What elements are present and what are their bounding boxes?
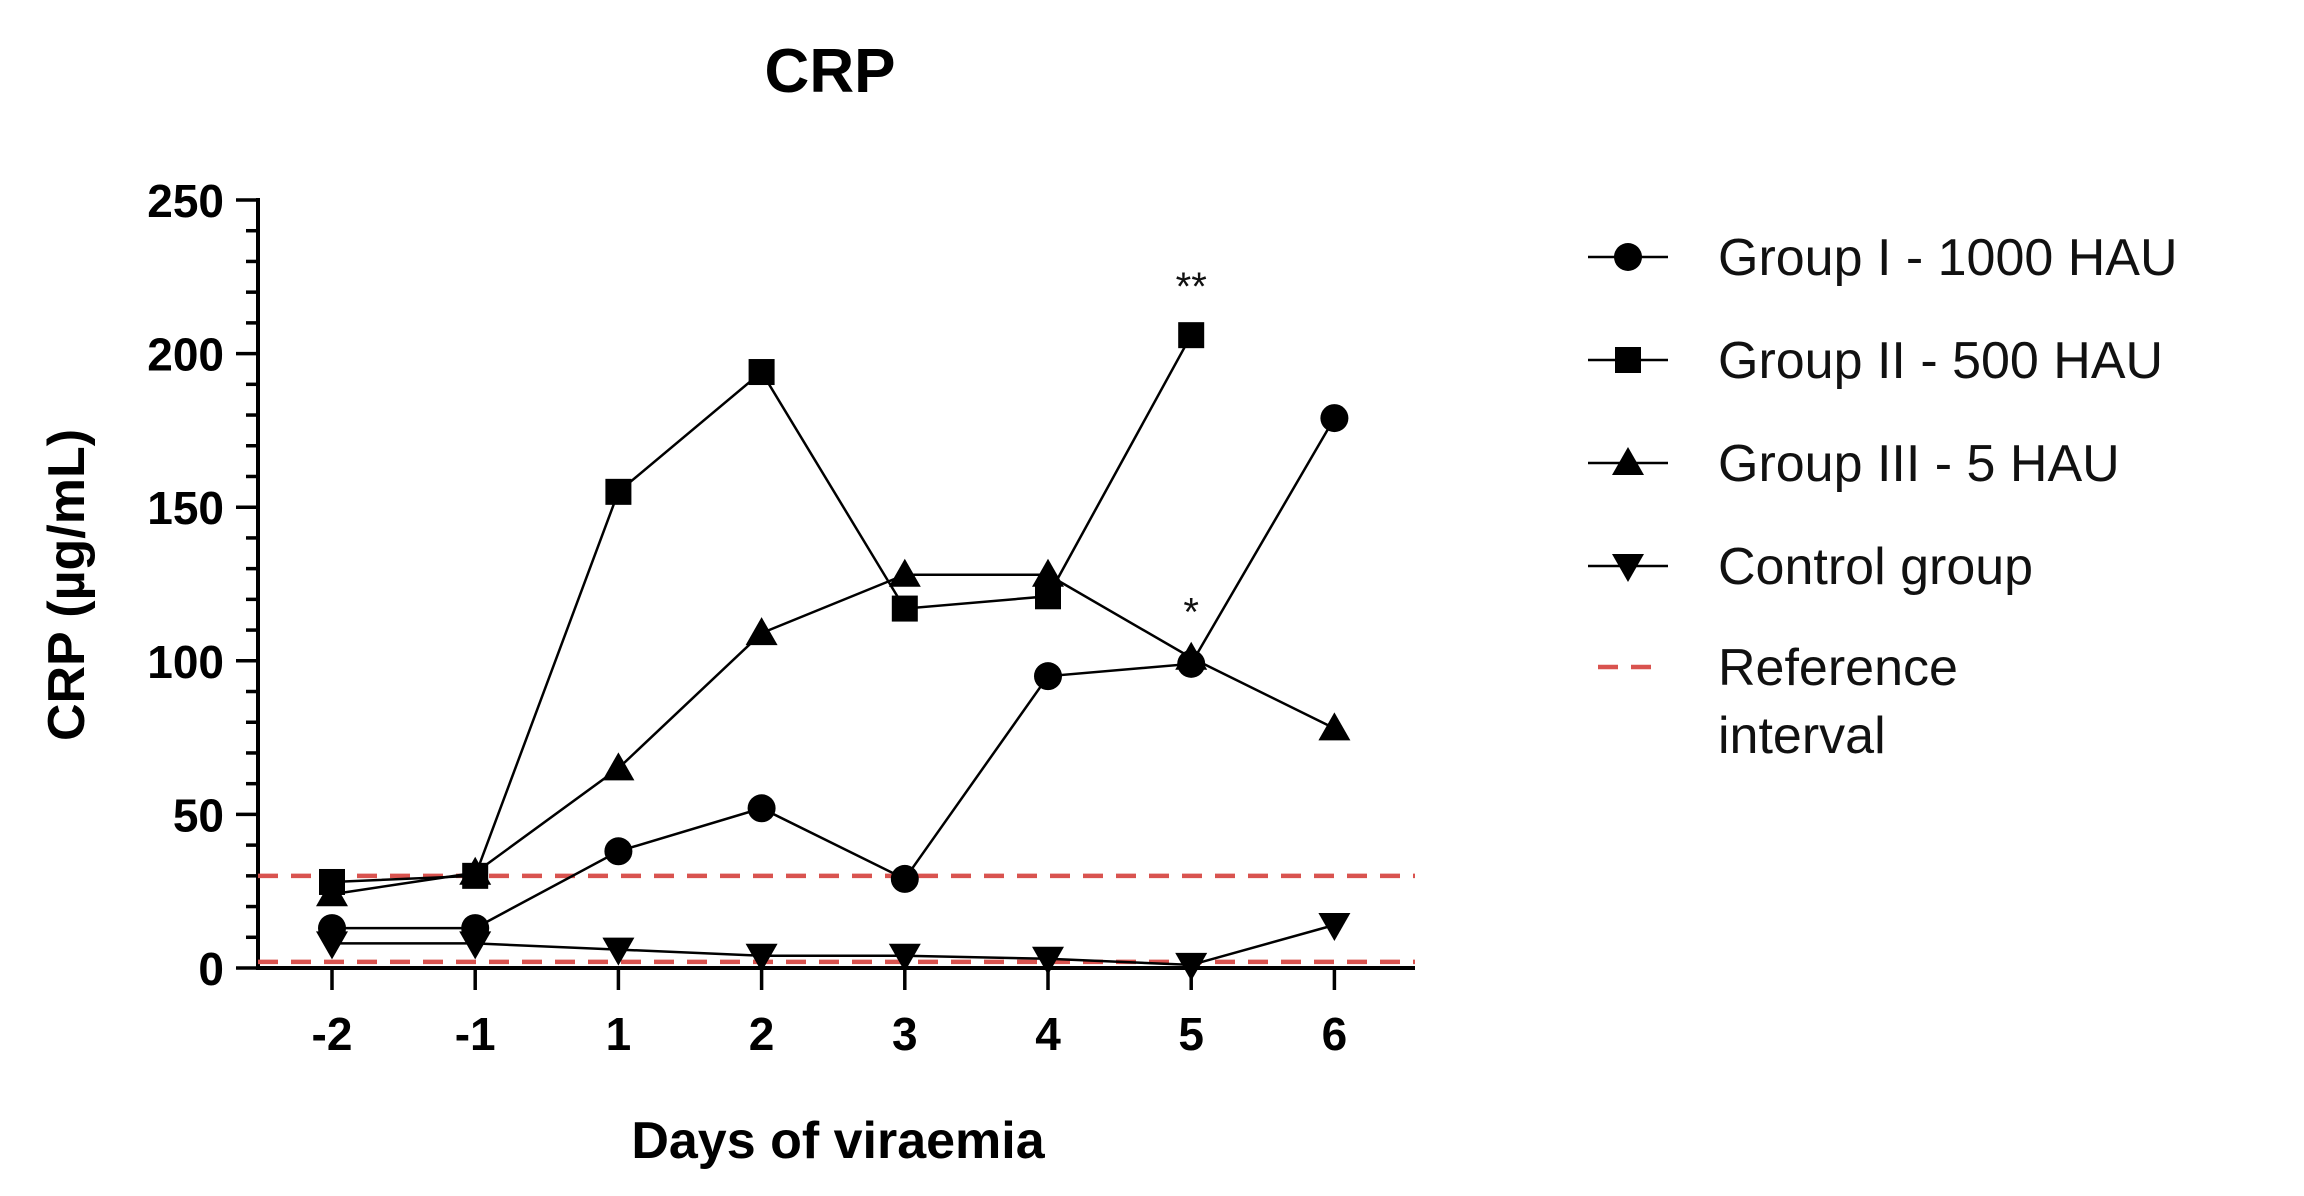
series-4-point	[316, 931, 348, 960]
y-tick-label: 0	[198, 943, 224, 995]
legend-marker	[1615, 347, 1641, 373]
x-tick-label: 1	[606, 1008, 632, 1060]
series-line-3	[331, 573, 1335, 896]
series-1-point	[604, 837, 633, 866]
series-3-point	[459, 856, 492, 885]
legend-label: Group III - 5 HAU	[1718, 435, 2120, 493]
series-4-point	[1318, 912, 1351, 941]
series-2-point	[1035, 583, 1061, 610]
y-tick-label: 100	[147, 636, 224, 688]
x-axis-label: Days of viraemia	[631, 1112, 1045, 1170]
x-tick-label: 3	[892, 1008, 918, 1060]
y-tick-label: 50	[173, 789, 224, 841]
legend-marker	[1612, 447, 1644, 475]
x-tick-label: 2	[749, 1008, 775, 1060]
y-tick-label: 150	[147, 482, 224, 534]
chart-title: CRP	[765, 37, 896, 106]
series-4-point	[888, 943, 921, 972]
series-3-point	[602, 752, 635, 781]
series-1-point	[890, 864, 919, 893]
series-3-point	[1318, 712, 1351, 741]
series-3-point	[316, 878, 348, 907]
y-tick-label: 200	[147, 329, 224, 381]
series-3-point	[888, 558, 921, 587]
x-tick-label: -1	[455, 1008, 496, 1060]
series-4-point	[1175, 952, 1208, 981]
legend: Group I - 1000 HAU Group II - 500 HAU Grou…	[1588, 229, 2178, 765]
significance-annotation: *	[1183, 591, 1199, 635]
legend-marker	[1614, 243, 1642, 271]
series-4-point	[1032, 946, 1064, 975]
series-4-point	[745, 943, 778, 972]
legend-marker	[1612, 554, 1644, 582]
series-1-point	[747, 794, 776, 823]
x-tick-label: 4	[1035, 1008, 1061, 1060]
legend-label: Group I - 1000 HAU	[1718, 229, 2178, 287]
legend-label: Reference interval	[1718, 639, 1958, 765]
series-4-point	[602, 937, 635, 966]
series-2-point	[1178, 322, 1205, 349]
legend-label: Group II - 500 HAU	[1718, 332, 2163, 390]
y-axis-label: CRP (µg/mL)	[38, 429, 96, 741]
series-1-point	[1034, 662, 1062, 691]
series-2-point	[891, 595, 918, 622]
series-3-point	[1175, 641, 1208, 670]
x-tick-label: 6	[1322, 1008, 1348, 1060]
series-3-point	[745, 617, 778, 646]
series-2-point	[605, 478, 632, 505]
series-line-1	[332, 417, 1336, 930]
x-tick-label: 5	[1178, 1008, 1204, 1060]
series-1-point	[1320, 404, 1349, 433]
significance-annotation: **	[1176, 265, 1207, 309]
series-4-point	[459, 931, 492, 960]
series-2-point	[748, 359, 775, 386]
y-tick-label: 250	[147, 175, 224, 227]
x-tick-label: -2	[312, 1008, 353, 1060]
series-3-point	[1032, 558, 1064, 587]
legend-label: Control group	[1718, 538, 2033, 596]
series-line-4	[332, 923, 1335, 967]
